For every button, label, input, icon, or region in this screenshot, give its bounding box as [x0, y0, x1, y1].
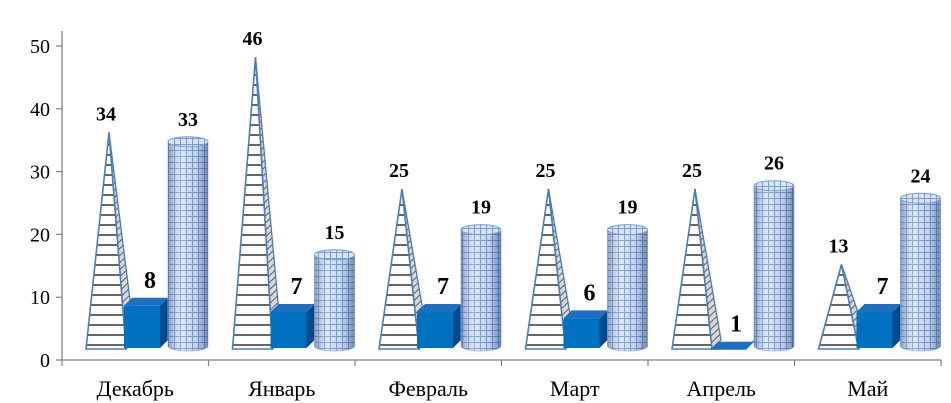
axes: 0 10 20 30 40 50 Декабрь Январь Февраль Март Апрел…	[30, 31, 942, 401]
data-label: 1	[730, 312, 742, 338]
chart-labels: 34 8 33 46 7 15 25 7 19 25 6 19 25 1 26 13 7 24	[96, 28, 931, 338]
data-label: 33	[178, 109, 198, 131]
cylinder-top	[753, 180, 795, 192]
data-label: 34	[96, 103, 116, 125]
box-top-face	[856, 304, 901, 313]
cylinder-top	[607, 224, 648, 236]
data-label: 7	[877, 274, 889, 300]
data-label: 25	[682, 160, 702, 182]
pyramid-bar	[524, 188, 567, 350]
box-bar	[124, 305, 160, 348]
cylinder-shade	[168, 141, 208, 351]
cylinder-top	[460, 224, 502, 236]
y-tick-label: 30	[30, 162, 50, 184]
x-tick-label: Март	[550, 376, 600, 401]
box-side-face	[160, 297, 168, 348]
box-top-face	[124, 297, 168, 306]
box-bar	[856, 312, 893, 348]
data-label: 13	[829, 235, 849, 257]
box-top-face	[417, 304, 461, 313]
data-label: 6	[584, 280, 596, 306]
y-tick-label: 0	[40, 350, 50, 372]
pyramid-bar	[671, 188, 713, 350]
data-label: 19	[471, 197, 491, 219]
data-label: 7	[437, 274, 449, 300]
x-tick-label: Январь	[248, 376, 315, 401]
data-label: 19	[618, 197, 638, 219]
y-tick-label: 10	[30, 287, 50, 309]
box-side-face	[453, 304, 461, 348]
box-bar	[563, 318, 600, 348]
cylinder-shade	[754, 185, 794, 351]
y-tick-label: 50	[30, 36, 50, 58]
box-side-face	[306, 304, 315, 348]
data-label: 24	[911, 165, 931, 187]
box-top-face	[710, 341, 754, 350]
y-tick-label: 40	[30, 99, 50, 121]
x-tick-label: Февраль	[388, 376, 468, 401]
data-label: 46	[243, 28, 263, 50]
data-label: 25	[389, 160, 409, 182]
pyramid-bar	[817, 264, 860, 350]
cylinder-top	[314, 249, 355, 261]
box-side-face	[599, 310, 608, 348]
cylinder-shade	[900, 198, 941, 352]
data-label: 26	[764, 153, 784, 175]
box-top-face	[270, 304, 315, 313]
box-bar	[270, 312, 307, 348]
x-tick-label: Май	[847, 376, 888, 401]
data-label: 7	[291, 274, 303, 300]
cylinder-top	[900, 192, 941, 204]
cylinder-shade	[461, 229, 501, 351]
cylinder-shade	[607, 229, 648, 352]
chart-marks	[85, 57, 941, 352]
box-bar	[417, 312, 453, 348]
data-label: 15	[325, 222, 345, 244]
y-tick-label: 20	[30, 224, 50, 246]
pyramid-bar	[378, 188, 420, 350]
x-tick-label: Апрель	[687, 376, 756, 401]
box-top-face	[563, 310, 608, 319]
cylinder-shade	[314, 254, 355, 352]
cylinder-top	[167, 136, 209, 148]
box-side-face	[892, 304, 901, 348]
pyramid-bar	[231, 57, 274, 350]
pyramid-bar	[85, 132, 127, 350]
data-label: 8	[144, 268, 156, 294]
x-tick-label: Декабрь	[97, 376, 174, 401]
data-label: 25	[536, 160, 556, 182]
